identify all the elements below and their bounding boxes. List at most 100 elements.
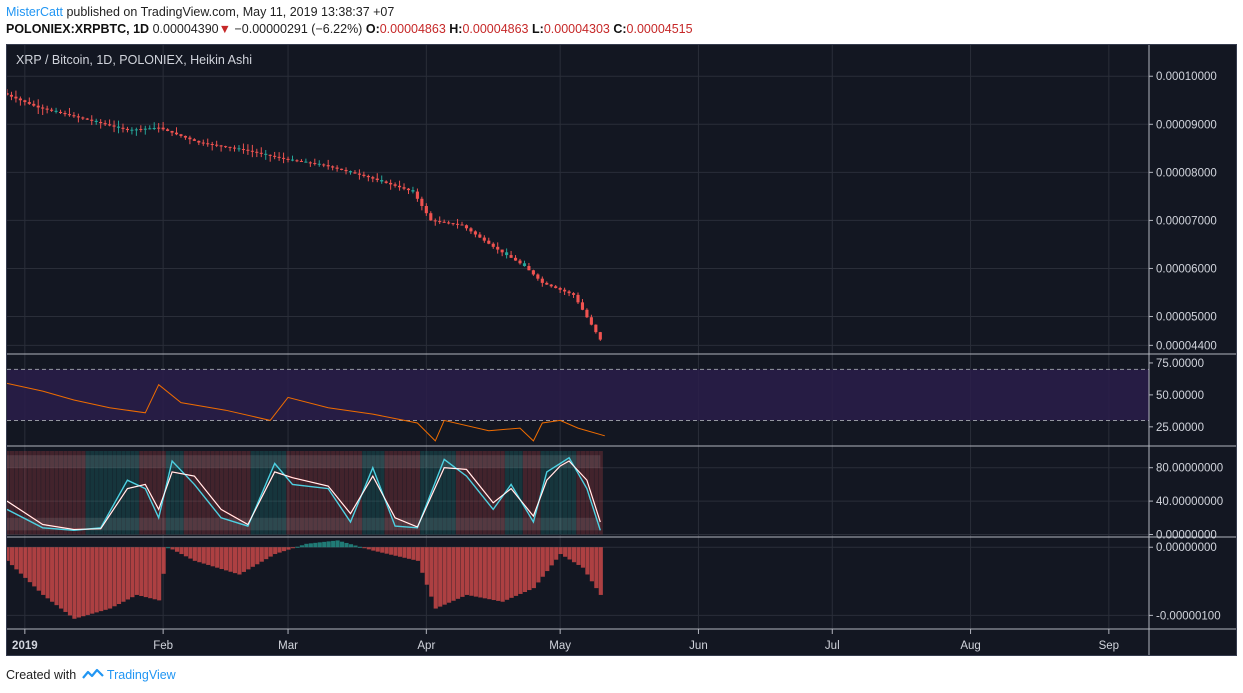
macd-bar [264,547,269,560]
candle-body [282,157,286,159]
macd-bar [210,547,215,567]
macd-bar [469,547,474,596]
stoch-background-bar [348,451,354,535]
stoch-background-bar [23,451,28,535]
ohlc-line: POLONIEX:XRPBTC, 1D 0.00004390▼ −0.00000… [6,21,693,38]
candle-body [18,98,22,101]
macd-bar [589,547,594,582]
candle-body [299,160,303,162]
y-tick-label: 0.00007000 [1156,215,1217,227]
high-value: 0.00004863 [462,22,529,36]
candle-body [589,317,593,325]
candle-body [197,140,201,143]
stoch-background-bar [179,451,184,535]
macd-bar [389,547,394,555]
candle-body [90,119,94,121]
stoch-upper-zone [7,455,601,468]
stoch-background-bar [357,451,362,535]
stoch-background-bar [531,451,536,535]
macd-bar [571,547,577,563]
stoch-background-bar [527,451,532,535]
chart-svg[interactable]: 0.00010000 0.00009000 0.00008000 0.00007000… [7,45,1237,656]
tradingview-link[interactable]: TradingView [106,668,176,682]
candle-body [273,155,277,157]
candle-body [224,146,228,148]
macd-bar [255,547,260,565]
candle-body [393,184,397,186]
macd-bar [482,547,487,599]
candle-body [108,124,112,126]
macd-bar [9,547,15,566]
macd-bar [170,547,175,550]
stoch-background-bar [353,451,358,535]
stoch-background-bar [210,451,215,535]
macd-bar [32,547,37,587]
stoch-background-bar [250,451,255,535]
stoch-background-bar [464,451,470,535]
macd-bar [509,547,514,598]
open-label: O: [365,22,380,36]
stoch-background-bar [442,451,447,535]
candle-body [429,213,433,221]
stoch-background-bar [438,451,443,535]
candle-body [402,187,406,189]
candle-body [344,169,348,172]
candle-body [384,181,388,183]
candle-body [424,205,428,214]
candle-body [45,108,49,110]
macd-bar [500,547,505,602]
stoch-background-bar [161,451,166,535]
stoch-background-bar [170,451,175,535]
stoch-background-bar [32,451,37,535]
macd-bar [340,541,345,548]
candle-body [192,139,196,141]
macd-bar [366,547,371,550]
stoch-background-bar [76,451,81,535]
stoch-background-bar [522,451,528,535]
stoch-background-bar [402,451,407,535]
stoch-background-bar [455,451,461,535]
macd-bar [197,547,202,563]
x-tick-label: Sep [1099,640,1119,652]
candle-body [531,270,535,275]
author-link[interactable]: MisterCatt [6,5,63,19]
macd-bar [157,547,162,601]
candle-body [246,149,250,151]
candle-body [482,237,486,241]
candle-body [576,294,580,303]
macd-bar [219,547,224,570]
candle-body [460,224,464,226]
macd-bar [246,547,251,570]
x-tick-label: Aug [960,640,980,652]
candle-body [157,127,161,129]
stoch-d-overlay [7,460,601,531]
stoch-background-bar [18,451,23,535]
stoch-background-bar [157,451,162,535]
macd-bar [54,547,59,606]
macd-bar [76,547,81,618]
candle-body [170,130,174,133]
price-change: −0.00000291 (−6.22%) [234,22,363,36]
y-tick-label: 0.00006000 [1156,263,1217,275]
candle-body [594,324,598,333]
macd-bar [125,547,131,600]
macd-bar [518,547,523,594]
macd-bar [273,547,278,555]
candle-body [99,121,103,124]
macd-bar [554,547,559,560]
candle-body [509,255,513,258]
macd-bar [558,547,563,555]
macd-bar [313,542,318,548]
stoch-background-bar [393,451,398,535]
chart-area[interactable]: 0.00010000 0.00009000 0.00008000 0.00007000… [6,44,1237,656]
stoch-background-bar [326,451,331,535]
macd-bar [429,547,434,597]
y-tick-label: 0.00000000 [1156,542,1217,554]
candle-body [357,173,361,175]
macd-bar [308,543,313,548]
candle-body [58,111,63,113]
candle-body [139,129,143,131]
macd-bar [464,547,470,595]
candle-body [362,174,366,176]
y-tick-label: -0.00000100 [1156,610,1221,622]
